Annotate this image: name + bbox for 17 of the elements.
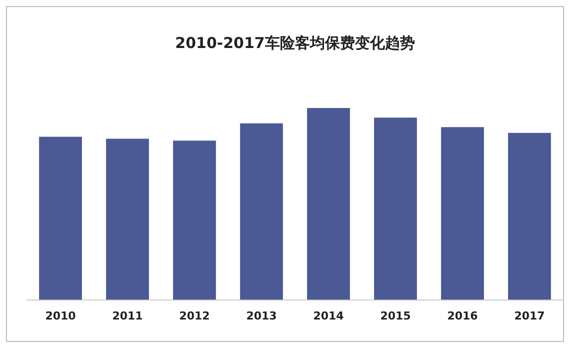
x-tick-label: 2011 <box>112 309 143 322</box>
x-tick-label: 2014 <box>313 309 344 322</box>
x-tick-label: 2012 <box>179 309 210 322</box>
bar <box>173 140 216 300</box>
bar <box>106 138 149 300</box>
bar <box>441 127 484 300</box>
x-tick-label: 2010 <box>45 309 76 322</box>
bar <box>307 108 350 300</box>
bar <box>374 118 417 300</box>
bar <box>240 123 283 300</box>
bar <box>39 136 82 300</box>
x-tick-label: 2013 <box>246 309 277 322</box>
chart-title: 2010-2017车险客均保费变化趋势 <box>175 34 415 52</box>
x-tick-label: 2016 <box>447 309 478 322</box>
x-tick-label: 2017 <box>514 309 545 322</box>
x-tick-label: 2015 <box>380 309 411 322</box>
bar <box>508 132 551 300</box>
